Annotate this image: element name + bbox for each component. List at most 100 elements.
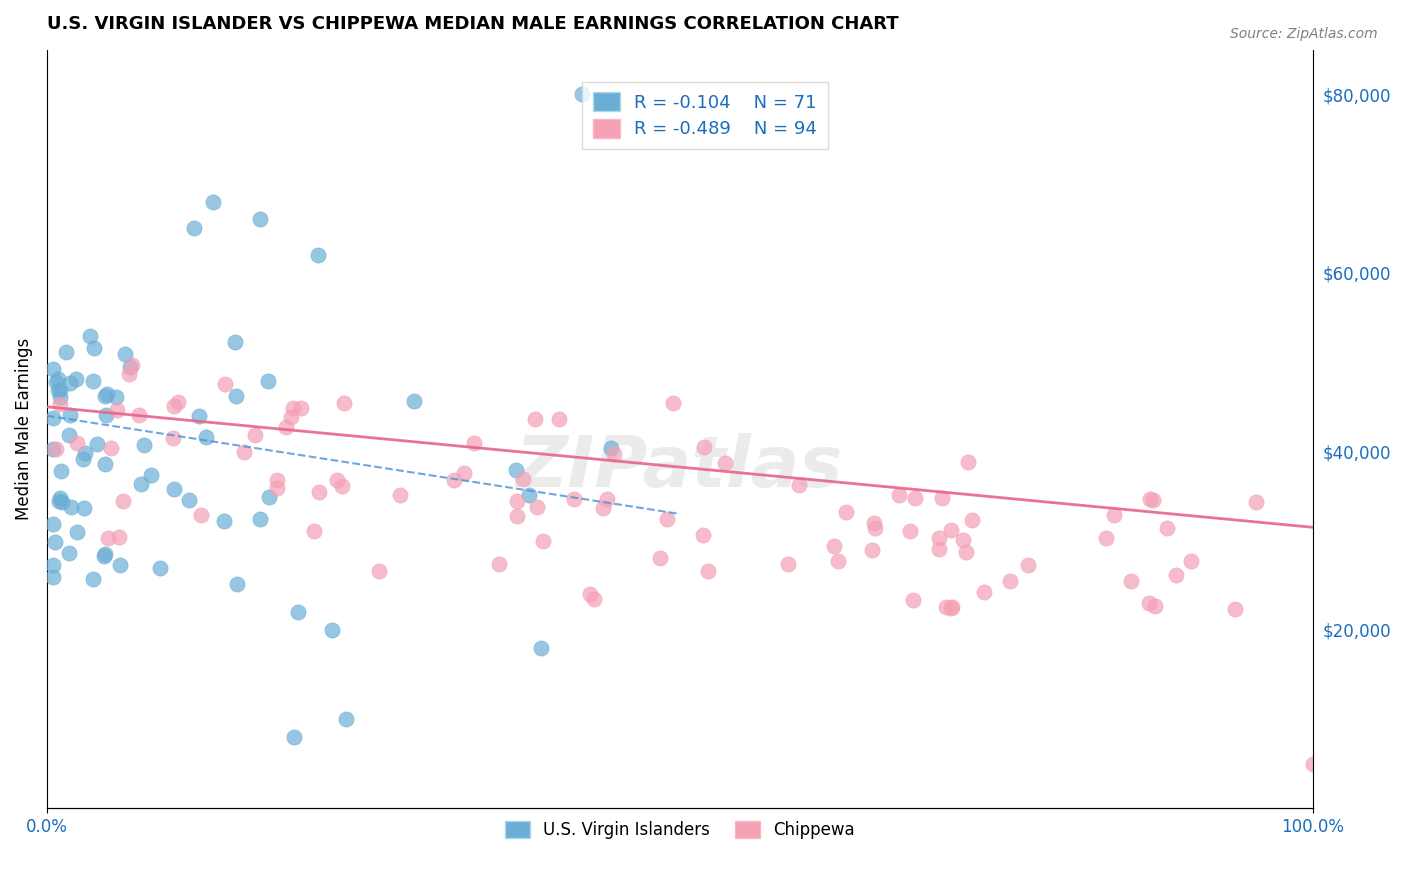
- Point: [108, 558, 131, 572]
- Point: [249, 212, 271, 227]
- Point: [75, 446, 97, 460]
- Point: [928, 542, 950, 557]
- Point: [939, 600, 962, 615]
- Point: [599, 441, 621, 455]
- Point: [51, 495, 73, 509]
- Point: [281, 401, 304, 415]
- Point: [333, 396, 356, 410]
- Point: [93, 389, 115, 403]
- Point: [579, 587, 602, 601]
- Point: [388, 488, 411, 502]
- Point: [308, 485, 330, 500]
- Point: [243, 428, 266, 442]
- Point: [603, 447, 626, 461]
- Point: [903, 593, 925, 607]
- Point: [330, 479, 353, 493]
- Point: [321, 623, 343, 637]
- Point: [512, 472, 534, 486]
- Point: [141, 468, 163, 483]
- Point: [1094, 531, 1116, 545]
- Point: [65, 525, 87, 540]
- Point: [163, 483, 186, 497]
- Point: [94, 547, 117, 561]
- Point: [506, 509, 529, 524]
- Point: [1119, 574, 1142, 589]
- Point: [526, 500, 548, 514]
- Point: [402, 394, 425, 409]
- Point: [72, 451, 94, 466]
- Point: [131, 477, 153, 491]
- Point: [96, 532, 118, 546]
- Point: [274, 420, 297, 434]
- Point: [214, 377, 236, 392]
- Point: [693, 440, 716, 454]
- Point: [657, 512, 679, 526]
- Point: [1246, 495, 1268, 509]
- Point: [776, 557, 799, 571]
- Point: [302, 524, 325, 538]
- Point: [862, 516, 884, 530]
- Point: [939, 523, 962, 537]
- Point: [162, 431, 184, 445]
- Point: [44, 535, 66, 549]
- Point: [65, 372, 87, 386]
- Point: [49, 397, 72, 411]
- Point: [941, 599, 963, 614]
- Point: [266, 473, 288, 487]
- Point: [662, 395, 685, 409]
- Point: [96, 387, 118, 401]
- Point: [863, 521, 886, 535]
- Point: [108, 530, 131, 544]
- Point: [58, 546, 80, 560]
- Point: [82, 375, 104, 389]
- Point: [1180, 554, 1202, 568]
- Point: [79, 329, 101, 343]
- Point: [266, 481, 288, 495]
- Point: [931, 491, 953, 505]
- Point: [49, 464, 72, 478]
- Point: [190, 508, 212, 523]
- Point: [42, 442, 65, 457]
- Point: [1137, 596, 1160, 610]
- Point: [187, 409, 209, 423]
- Point: [249, 511, 271, 525]
- Point: [104, 390, 127, 404]
- Point: [167, 394, 190, 409]
- Point: [517, 488, 540, 502]
- Point: [1166, 567, 1188, 582]
- Point: [59, 376, 82, 390]
- Point: [823, 539, 845, 553]
- Point: [488, 557, 510, 571]
- Point: [59, 500, 82, 515]
- Point: [1139, 491, 1161, 506]
- Point: [1223, 602, 1246, 616]
- Point: [696, 564, 718, 578]
- Point: [49, 390, 72, 404]
- Point: [860, 543, 883, 558]
- Point: [530, 640, 553, 655]
- Point: [453, 466, 475, 480]
- Point: [307, 248, 329, 262]
- Legend: U.S. Virgin Islanders, Chippewa: U.S. Virgin Islanders, Chippewa: [498, 814, 862, 846]
- Point: [42, 558, 65, 573]
- Point: [121, 358, 143, 372]
- Point: [935, 599, 957, 614]
- Point: [42, 362, 65, 376]
- Point: [505, 463, 527, 477]
- Point: [1144, 599, 1167, 613]
- Point: [562, 491, 585, 506]
- Point: [898, 524, 921, 539]
- Point: [257, 374, 280, 388]
- Point: [713, 456, 735, 470]
- Point: [998, 574, 1021, 588]
- Point: [571, 87, 593, 102]
- Point: [107, 403, 129, 417]
- Point: [1302, 756, 1324, 771]
- Point: [960, 513, 983, 527]
- Point: [55, 345, 77, 359]
- Point: [42, 517, 65, 532]
- Point: [443, 473, 465, 487]
- Point: [45, 442, 67, 456]
- Point: [1156, 521, 1178, 535]
- Point: [1017, 558, 1039, 572]
